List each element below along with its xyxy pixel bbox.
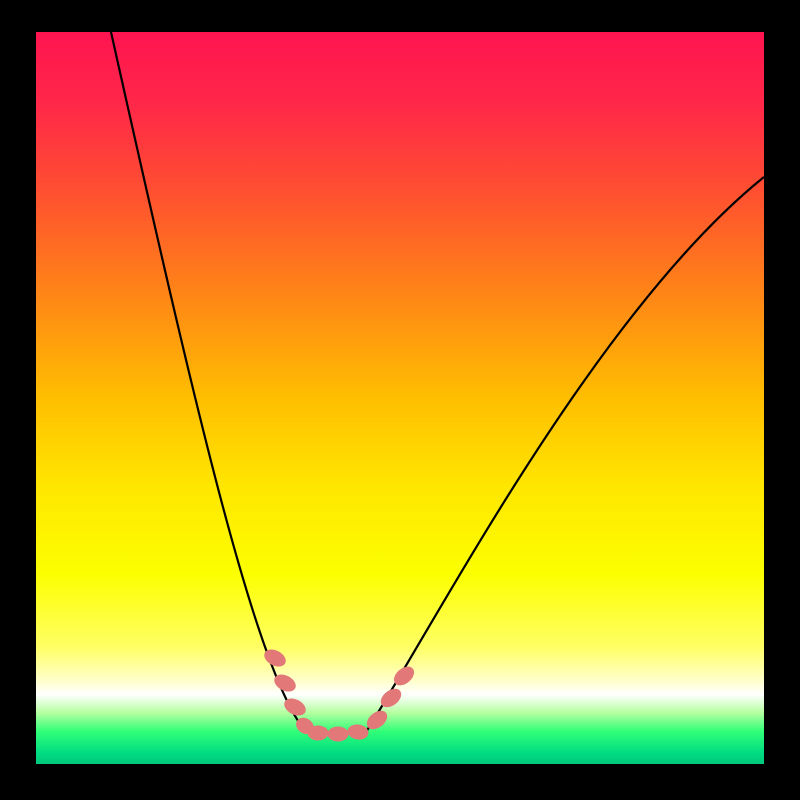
border-right bbox=[764, 0, 800, 800]
bottleneck-chart: TheBottleneck.com bbox=[0, 0, 800, 800]
border-top bbox=[0, 0, 800, 32]
gradient-background bbox=[36, 32, 764, 764]
chart-svg bbox=[36, 32, 764, 764]
plot-area bbox=[36, 32, 764, 764]
marker-point bbox=[308, 726, 328, 740]
border-left bbox=[0, 0, 36, 800]
border-bottom bbox=[0, 764, 800, 800]
marker-point bbox=[328, 727, 348, 741]
